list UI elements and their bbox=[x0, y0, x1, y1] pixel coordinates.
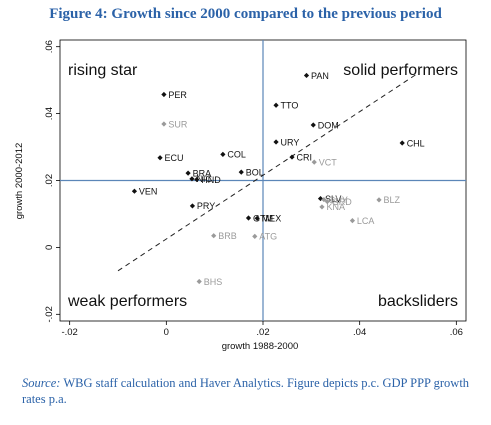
y-tick-label: .04 bbox=[44, 107, 55, 120]
point-blz bbox=[376, 197, 382, 203]
point-label-grd: GRD bbox=[332, 197, 353, 207]
point-label-bhs: BHS bbox=[204, 277, 223, 287]
point-label-ven: VEN bbox=[139, 187, 158, 197]
point-nic bbox=[189, 176, 195, 182]
quadrant-labels: rising star solid performers weak perfor… bbox=[67, 62, 458, 310]
quadrant-label-bottom-left: weak performers bbox=[67, 293, 187, 310]
point-label-pan: PAN bbox=[311, 71, 329, 81]
point-vct bbox=[311, 159, 317, 165]
x-tick-label: .06 bbox=[450, 327, 463, 338]
y-axis-label: growth 2000-2012 bbox=[14, 143, 25, 220]
trend-dashed-line bbox=[117, 73, 418, 272]
point-label-kna: KNA bbox=[326, 202, 345, 212]
point-mex bbox=[254, 215, 260, 221]
quadrant-label-bottom-right: backsliders bbox=[378, 293, 458, 310]
point-label-chl: CHL bbox=[407, 138, 425, 148]
y-tick-label: .02 bbox=[44, 174, 55, 187]
point-ury bbox=[273, 139, 279, 145]
point-label-sur: SUR bbox=[168, 119, 188, 129]
data-points: PAN PER SUR TTO DOM CHL URY COL CRI VCT ECU BOL BRAN… bbox=[131, 71, 425, 287]
point-label-bol: BOL bbox=[246, 167, 264, 177]
point-label-mex: MEX bbox=[262, 214, 282, 224]
source-label: Source: bbox=[22, 376, 61, 390]
point-label-per: PER bbox=[168, 90, 187, 100]
point-brb bbox=[211, 233, 217, 239]
point-label-lca: LCA bbox=[357, 216, 375, 226]
reference-lines bbox=[60, 40, 466, 321]
point-dom bbox=[310, 122, 316, 128]
point-label-ury: URY bbox=[281, 137, 300, 147]
point-label-cri: CRI bbox=[297, 152, 313, 162]
point-bol bbox=[238, 169, 244, 175]
point-label-vct: VCT bbox=[319, 157, 338, 167]
point-label-ecu: ECU bbox=[165, 153, 184, 163]
point-kna bbox=[319, 204, 325, 210]
x-tick-label: .02 bbox=[256, 327, 269, 338]
point-per bbox=[161, 91, 167, 98]
point-label-tto: TTO bbox=[281, 101, 299, 111]
y-tick-label: .06 bbox=[44, 40, 55, 53]
point-atg bbox=[252, 233, 258, 239]
x-tick-label: 0 bbox=[164, 327, 169, 338]
source-note: Source: WBG staff calculation and Haver … bbox=[22, 375, 482, 407]
quadrant-label-top-left: rising star bbox=[68, 62, 138, 79]
quadrant-label-top-right: solid performers bbox=[343, 62, 458, 79]
point-hnd bbox=[194, 176, 200, 183]
point-bra bbox=[185, 170, 191, 176]
point-label-guy: GUY bbox=[328, 195, 348, 205]
x-tick-label: .04 bbox=[353, 327, 366, 338]
point-guy bbox=[321, 196, 327, 203]
point-label-atg: ATG bbox=[259, 232, 277, 242]
point-tto bbox=[273, 102, 279, 108]
point-ven bbox=[131, 188, 138, 194]
point-label-slv: SLV bbox=[325, 194, 341, 204]
point-grd bbox=[324, 198, 330, 205]
point-chl bbox=[399, 140, 405, 146]
point-ecu bbox=[157, 155, 163, 161]
point-label-col: COL bbox=[227, 150, 246, 160]
point-sur bbox=[161, 121, 167, 127]
source-text: WBG staff calculation and Haver Analytic… bbox=[22, 376, 470, 406]
point-label-brb: BRB bbox=[218, 231, 237, 241]
x-axis-label: growth 1988-2000 bbox=[222, 341, 299, 352]
y-tick-label: -.02 bbox=[44, 306, 55, 322]
axes: -.02 0 .02 .04 .06 -.02 0 .02 .04 .06 bbox=[44, 40, 463, 338]
point-pan bbox=[303, 72, 310, 79]
point-label-blz: BLZ bbox=[384, 195, 401, 205]
point-label-nic: NIC bbox=[196, 174, 212, 184]
point-label-hnd: HND bbox=[201, 175, 221, 185]
point-cri bbox=[289, 154, 295, 160]
trend-line bbox=[117, 73, 418, 272]
figure-title: Figure 4: Growth since 2000 compared to … bbox=[49, 6, 442, 22]
point-label-pry: PRY bbox=[197, 201, 215, 211]
point-label-bra: BRA bbox=[193, 168, 212, 178]
x-tick-label: -.02 bbox=[61, 327, 77, 338]
y-tick-label: 0 bbox=[44, 245, 55, 250]
point-bhs bbox=[196, 278, 202, 285]
point-col bbox=[220, 151, 226, 158]
point-pry bbox=[189, 203, 196, 209]
point-label-dom: DOM bbox=[318, 120, 339, 130]
point-gtm bbox=[245, 215, 252, 221]
point-lca bbox=[349, 218, 356, 224]
point-label-gtm: GTM bbox=[253, 213, 273, 223]
